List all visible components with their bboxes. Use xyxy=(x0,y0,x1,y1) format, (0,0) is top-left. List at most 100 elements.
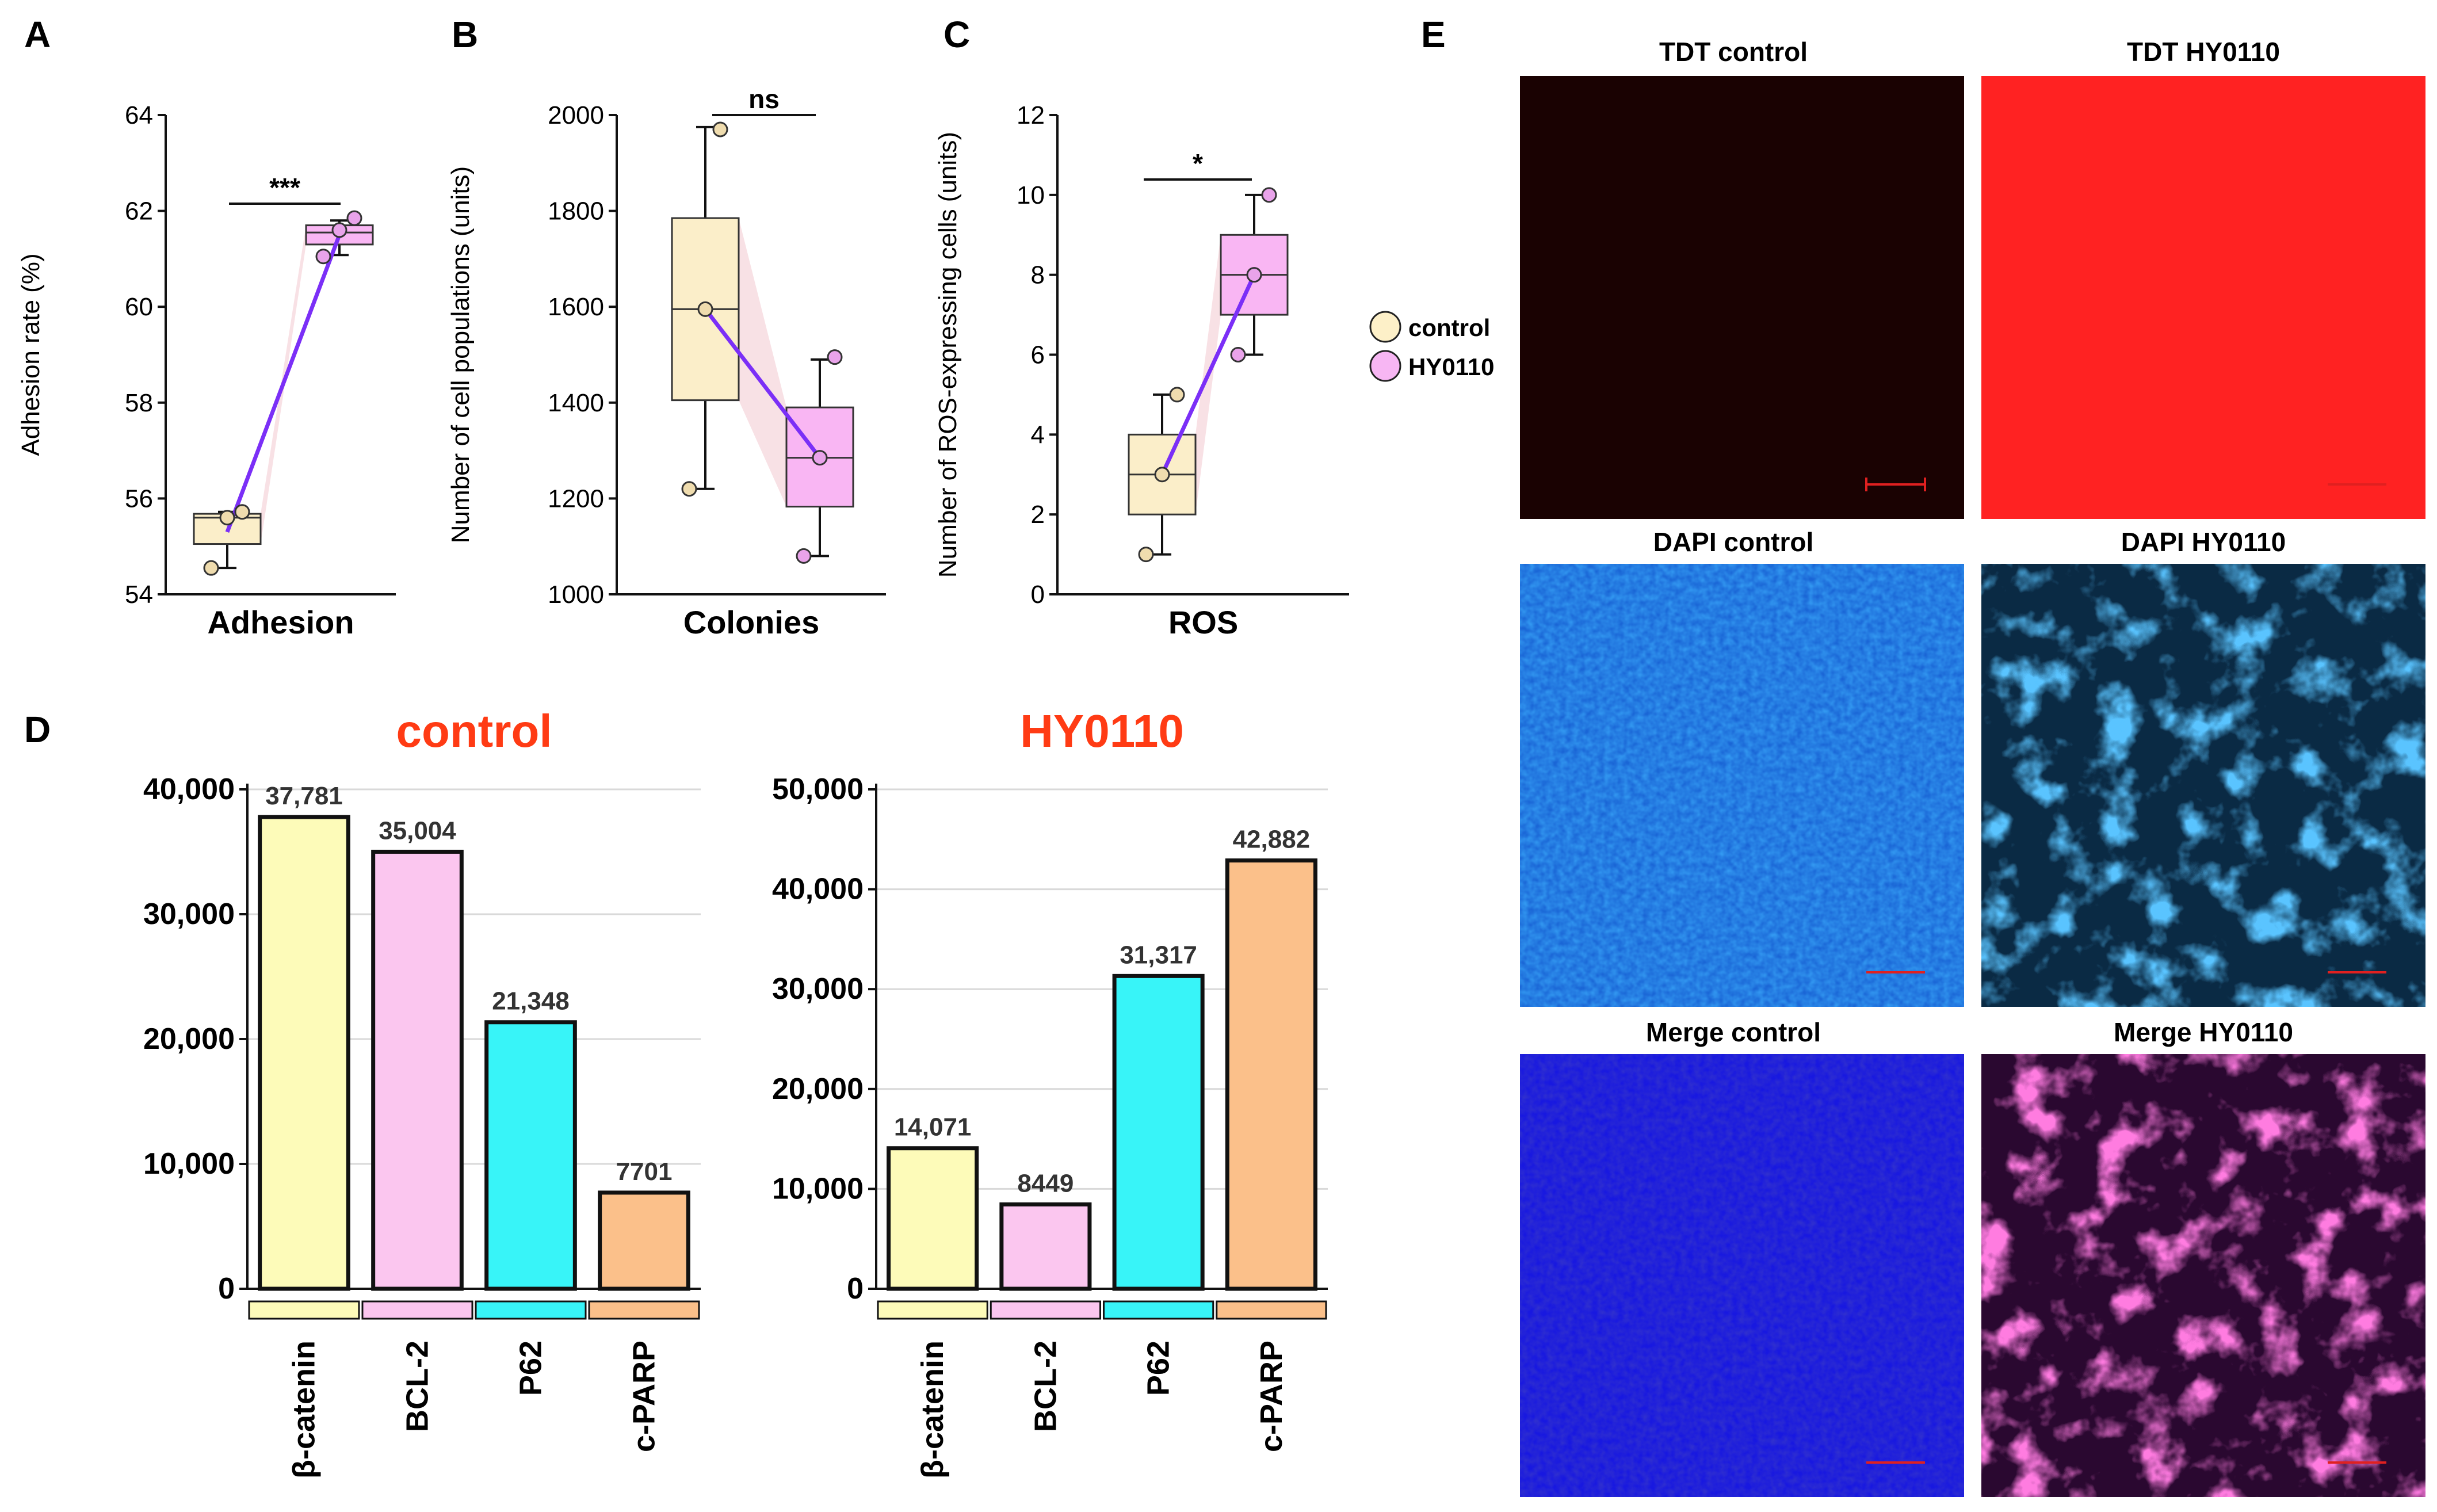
y-tick-label: 1400 xyxy=(548,389,604,417)
y-tick-label: 20,000 xyxy=(143,1022,235,1056)
panel-letter-a: A xyxy=(24,14,51,55)
y-tick-label: 10,000 xyxy=(143,1147,235,1181)
panel-letter-d: D xyxy=(24,709,51,750)
mean-trend-line xyxy=(225,234,342,533)
category-color-strip xyxy=(361,1300,473,1320)
y-tick-label: 10,000 xyxy=(772,1172,864,1205)
y-tick-label: 30,000 xyxy=(772,972,864,1006)
hy0110-data-point xyxy=(346,210,362,226)
x-axis-label: ROS xyxy=(1168,604,1238,640)
control-data-point xyxy=(1169,387,1185,403)
panel-c-ros-boxplot: 0 2 4 6 8 10 12 Number of ROS-expressing cells … xyxy=(934,101,1349,640)
category-color-strip xyxy=(877,1300,988,1320)
hy0110-data-point xyxy=(1261,187,1277,203)
category-color-strip xyxy=(588,1300,700,1320)
bar-value-label: 8449 xyxy=(1017,1169,1074,1197)
y-axis-label: Number of ROS-expressing cells (units) xyxy=(934,132,962,578)
mean-trend-line xyxy=(1160,274,1256,476)
bar xyxy=(887,1146,979,1291)
mean-trend-line xyxy=(704,308,822,459)
control-data-point xyxy=(219,510,235,526)
y-axis-label: Number of cell populations (units) xyxy=(446,166,475,543)
legend-hy0110-swatch xyxy=(1369,350,1401,382)
bar xyxy=(999,1202,1092,1291)
micrograph-tdt-hy0110 xyxy=(1981,76,2425,519)
panel-letter-e: E xyxy=(1421,14,1446,55)
y-tick-label: 56 xyxy=(125,484,153,513)
category-label: β-catenin xyxy=(287,1341,322,1479)
control-data-point xyxy=(234,504,250,520)
panel-letter-c: C xyxy=(944,14,970,55)
y-tick-label: 20,000 xyxy=(772,1072,864,1106)
category-label: β-catenin xyxy=(915,1341,950,1479)
bar-value-label: 21,348 xyxy=(492,987,570,1015)
micrograph-dapi-hy0110 xyxy=(1981,564,2425,1007)
control-data-point xyxy=(712,121,728,138)
category-color-strip xyxy=(1216,1300,1327,1320)
significance-label: *** xyxy=(269,173,300,203)
micrograph-merge-control xyxy=(1520,1054,1964,1497)
panel-a-adhesion-boxplot: 54 56 58 60 62 64 Adhesion rate (%) Adhesion *** xyxy=(17,101,396,640)
significance-label: * xyxy=(1193,148,1203,178)
category-color-strip xyxy=(1103,1300,1214,1320)
bar xyxy=(598,1190,690,1291)
hy0110-data-point xyxy=(315,249,331,265)
category-label: P62 xyxy=(514,1341,548,1396)
micrograph-title-tdt-hy0110: TDT HY0110 xyxy=(2127,37,2280,67)
micrograph-merge-hy0110 xyxy=(1981,1054,2425,1497)
category-color-strip xyxy=(990,1300,1101,1320)
y-tick-label: 1800 xyxy=(548,197,604,226)
micrograph-title-dapi-control: DAPI control xyxy=(1653,527,1814,557)
y-tick-label: 8 xyxy=(1031,261,1045,289)
y-tick-label: 2 xyxy=(1031,501,1045,529)
micrograph-tdt-control xyxy=(1520,76,1964,519)
y-tick-label: 40,000 xyxy=(143,773,235,806)
bar xyxy=(1225,858,1317,1291)
hy0110-data-point xyxy=(812,450,828,466)
y-tick-label: 0 xyxy=(847,1272,864,1305)
y-tick-label: 0 xyxy=(1031,581,1045,609)
panel-b-colonies-boxplot: 1000 1200 1400 1600 1800 2000 Number of cell p… xyxy=(446,84,886,640)
y-axis-label: Adhesion rate (%) xyxy=(17,253,45,456)
y-tick-label: 62 xyxy=(125,197,153,226)
bar-value-label: 42,882 xyxy=(1233,826,1311,854)
bar-value-label: 7701 xyxy=(616,1158,673,1186)
bar xyxy=(1112,973,1205,1291)
x-axis-label: Colonies xyxy=(683,604,819,640)
micrograph-title-tdt-control: TDT control xyxy=(1659,37,1808,67)
category-label: BCL-2 xyxy=(1028,1341,1063,1432)
hy0110-data-point xyxy=(1246,267,1262,283)
control-data-point xyxy=(203,560,219,576)
control-data-point xyxy=(1138,547,1154,563)
significance-label: ns xyxy=(748,84,780,114)
y-tick-label: 58 xyxy=(125,389,153,417)
legend-control-swatch xyxy=(1369,311,1401,343)
micrograph-title-dapi-hy0110: DAPI HY0110 xyxy=(2121,527,2286,557)
panel-d-control-barchart: control 0 10,000 20,000 30,000 40,000 37,781 β-… xyxy=(143,705,701,1479)
bar xyxy=(258,815,350,1291)
y-tick-label: 30,000 xyxy=(143,898,235,931)
category-color-strip xyxy=(475,1300,587,1320)
y-tick-label: 60 xyxy=(125,293,153,321)
category-label: c-PARP xyxy=(627,1341,662,1452)
panel-letter-b: B xyxy=(452,14,478,55)
y-tick-label: 1200 xyxy=(548,484,604,513)
bar xyxy=(484,1020,577,1291)
hy0110-data-point xyxy=(331,222,347,238)
category-label: BCL-2 xyxy=(400,1341,435,1432)
panel-d-hy0110-barchart: HY0110 0 10,000 20,000 30,000 40,000 50,000 14,… xyxy=(772,705,1328,1479)
y-tick-label: 2000 xyxy=(548,101,604,129)
hy0110-data-point xyxy=(827,349,843,365)
hy0110-data-point xyxy=(796,548,812,564)
bar-value-label: 14,071 xyxy=(894,1113,972,1141)
chart-title: HY0110 xyxy=(1020,705,1184,757)
y-tick-label: 1000 xyxy=(548,581,604,609)
control-data-point xyxy=(1154,467,1170,483)
bar-value-label: 31,317 xyxy=(1120,941,1197,969)
legend: control HY0110 xyxy=(1369,311,1494,382)
interquartile-ribbon xyxy=(739,218,786,507)
chart-title: control xyxy=(396,705,552,757)
y-tick-label: 0 xyxy=(218,1272,235,1305)
y-tick-label: 50,000 xyxy=(772,773,864,806)
